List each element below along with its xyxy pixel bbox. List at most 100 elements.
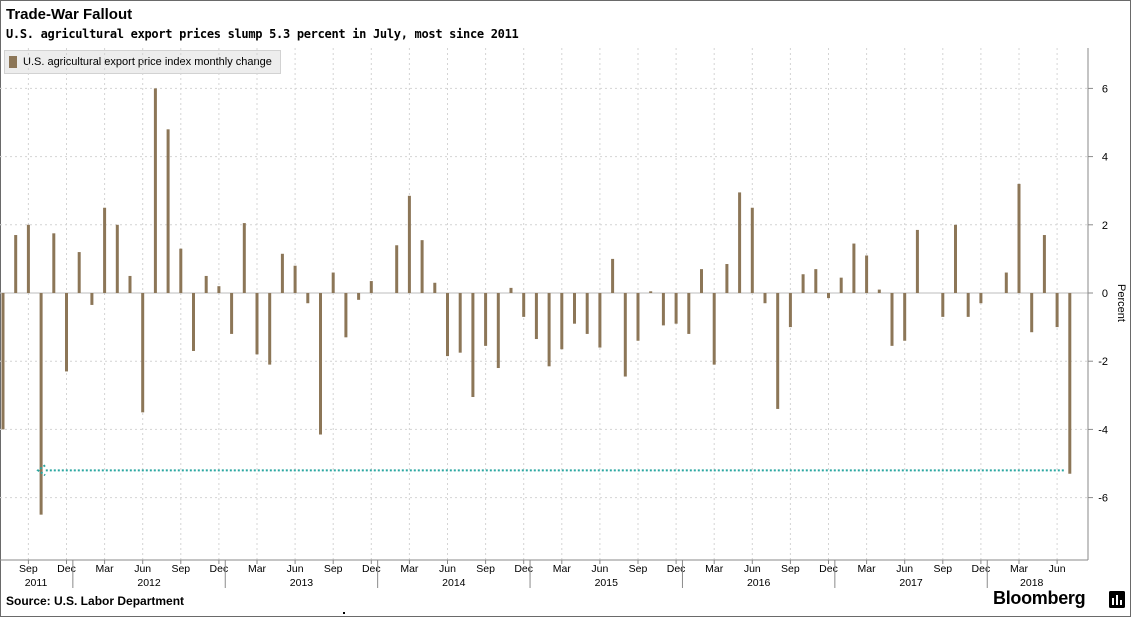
bar xyxy=(725,264,729,293)
bar xyxy=(687,293,691,334)
x-tick-label: Sep xyxy=(476,563,495,575)
x-year-label: 2014 xyxy=(442,577,466,589)
x-tick-label: Mar xyxy=(96,563,115,575)
bar xyxy=(77,252,81,293)
y-tick-label: 4 xyxy=(1102,152,1108,164)
bar xyxy=(433,282,437,293)
bar xyxy=(623,293,627,377)
bar xyxy=(255,293,259,355)
x-tick-label: Dec xyxy=(972,563,991,575)
brand-logo: Bloomberg xyxy=(993,588,1086,608)
bar xyxy=(446,293,449,357)
bar xyxy=(636,293,640,341)
bar xyxy=(217,286,221,293)
bar xyxy=(573,293,576,324)
bar xyxy=(179,248,183,293)
x-tick-label: Dec xyxy=(362,563,381,575)
x-tick-label: Mar xyxy=(248,563,267,575)
x-tick-label: Jun xyxy=(134,563,151,575)
bar xyxy=(1004,272,1008,293)
y-tick-label: 0 xyxy=(1102,288,1108,300)
bar xyxy=(839,277,843,293)
x-year-label: 2011 xyxy=(25,577,48,589)
bar xyxy=(877,289,881,293)
x-tick-label: Dec xyxy=(819,563,838,575)
bar xyxy=(230,293,234,334)
x-tick-label: Jun xyxy=(1049,563,1066,575)
bar xyxy=(128,275,132,293)
bar xyxy=(827,293,830,299)
bar xyxy=(331,272,335,293)
x-year-label: 2013 xyxy=(290,577,314,589)
bar xyxy=(1017,183,1021,293)
bar xyxy=(471,293,475,398)
bar xyxy=(750,207,754,293)
bar xyxy=(1068,293,1072,474)
bar xyxy=(547,293,551,367)
bar xyxy=(52,233,56,293)
bar xyxy=(979,293,983,304)
x-year-label: 2018 xyxy=(1020,577,1044,589)
bar xyxy=(166,129,170,293)
bar xyxy=(712,293,716,365)
x-tick-label: Mar xyxy=(858,563,877,575)
chart-subtitle: U.S. agricultural export prices slump 5.… xyxy=(6,27,519,41)
y-tick-label: -4 xyxy=(1098,424,1108,436)
bar xyxy=(407,195,411,293)
bar xyxy=(674,293,678,324)
bar xyxy=(903,293,907,341)
bar xyxy=(788,293,792,328)
x-tick-label: Mar xyxy=(400,563,419,575)
bar xyxy=(65,293,68,372)
bloomberg-terminal-icon xyxy=(1109,591,1125,608)
bar xyxy=(954,224,957,293)
x-tick-label: Sep xyxy=(171,563,190,575)
bar xyxy=(204,275,208,293)
x-year-label: 2015 xyxy=(595,577,619,589)
bar xyxy=(280,253,284,293)
bar xyxy=(776,293,780,409)
x-tick-label: Sep xyxy=(781,563,800,575)
x-tick-label: Sep xyxy=(19,563,38,575)
bar xyxy=(1030,293,1034,333)
x-tick-label: Dec xyxy=(57,563,76,575)
bar xyxy=(534,293,538,340)
bar xyxy=(801,274,805,293)
bar xyxy=(1042,235,1046,293)
bar xyxy=(293,265,297,293)
bar xyxy=(1055,293,1059,328)
bar xyxy=(560,293,564,350)
bar xyxy=(700,269,703,293)
bar xyxy=(738,192,742,293)
x-tick-label: Mar xyxy=(705,563,724,575)
x-tick-label: Dec xyxy=(210,563,229,575)
bar xyxy=(39,293,43,515)
bar xyxy=(395,245,399,293)
bar xyxy=(14,235,18,293)
y-tick-label: 6 xyxy=(1102,83,1108,95)
bar xyxy=(319,293,322,435)
bar xyxy=(661,293,665,326)
bar xyxy=(357,293,361,300)
bar xyxy=(522,293,526,317)
y-axis-label: Percent xyxy=(1115,284,1127,322)
x-tick-label: Jun xyxy=(439,563,456,575)
annotation-arrowhead xyxy=(36,464,46,477)
legend-swatch xyxy=(9,56,17,68)
x-tick-label: Jun xyxy=(744,563,761,575)
chart-title: Trade-War Fallout xyxy=(6,6,133,23)
bar xyxy=(585,293,589,334)
bar xyxy=(966,293,970,317)
x-tick-label: Sep xyxy=(933,563,952,575)
bar xyxy=(865,255,869,293)
bar xyxy=(496,293,500,369)
y-tick-label: -2 xyxy=(1098,356,1108,368)
y-tick-label: 2 xyxy=(1102,220,1108,232)
x-tick-label: Dec xyxy=(667,563,686,575)
bar xyxy=(192,293,195,351)
bar xyxy=(268,293,272,365)
x-year-label: 2016 xyxy=(747,577,771,589)
bar xyxy=(153,88,157,294)
x-tick-label: Dec xyxy=(514,563,533,575)
